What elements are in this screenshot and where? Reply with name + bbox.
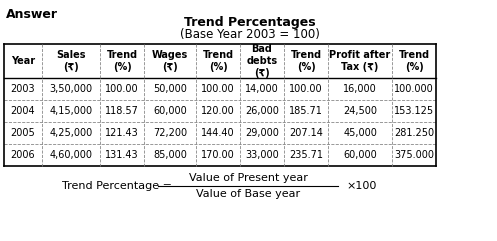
Text: Bad
debts
(₹): Bad debts (₹) — [247, 44, 277, 78]
Text: Trend
(%): Trend (%) — [290, 50, 322, 72]
Text: Wages
(₹): Wages (₹) — [152, 50, 188, 72]
Text: Trend Percentage =: Trend Percentage = — [62, 181, 175, 191]
Text: 4,25,000: 4,25,000 — [49, 128, 92, 138]
Text: 14,000: 14,000 — [245, 84, 279, 94]
Text: 33,000: 33,000 — [245, 150, 279, 160]
Text: 4,15,000: 4,15,000 — [49, 106, 92, 116]
Text: 24,500: 24,500 — [343, 106, 377, 116]
Text: 85,000: 85,000 — [153, 150, 187, 160]
Text: 235.71: 235.71 — [289, 150, 323, 160]
Text: 281.250: 281.250 — [394, 128, 434, 138]
Text: Answer: Answer — [6, 8, 58, 21]
Text: 3,50,000: 3,50,000 — [49, 84, 92, 94]
Text: Trend
(%): Trend (%) — [106, 50, 138, 72]
Text: 120.00: 120.00 — [201, 106, 235, 116]
Text: 72,200: 72,200 — [153, 128, 187, 138]
Text: 60,000: 60,000 — [343, 150, 377, 160]
Text: 100.00: 100.00 — [201, 84, 235, 94]
Text: 144.40: 144.40 — [201, 128, 235, 138]
Text: 100.000: 100.000 — [394, 84, 434, 94]
Text: Trend
(%): Trend (%) — [202, 50, 234, 72]
Text: 118.57: 118.57 — [105, 106, 139, 116]
Text: 185.71: 185.71 — [289, 106, 323, 116]
Text: 153.125: 153.125 — [394, 106, 434, 116]
Text: 2005: 2005 — [10, 128, 35, 138]
Text: 26,000: 26,000 — [245, 106, 279, 116]
Text: 2004: 2004 — [11, 106, 35, 116]
Text: 50,000: 50,000 — [153, 84, 187, 94]
Text: 60,000: 60,000 — [153, 106, 187, 116]
Text: 100.00: 100.00 — [105, 84, 139, 94]
Text: Trend
(%): Trend (%) — [399, 50, 429, 72]
Text: Profit after
Tax (₹): Profit after Tax (₹) — [330, 50, 391, 72]
Text: 2003: 2003 — [11, 84, 35, 94]
Text: Value of Present year: Value of Present year — [188, 173, 308, 183]
Text: (Base Year 2003 = 100): (Base Year 2003 = 100) — [180, 28, 320, 41]
Text: 100.00: 100.00 — [289, 84, 323, 94]
Text: Value of Base year: Value of Base year — [196, 189, 300, 199]
Text: Year: Year — [11, 56, 35, 66]
Text: Trend Percentages: Trend Percentages — [184, 16, 316, 29]
Text: ×100: ×100 — [346, 181, 376, 191]
Text: 4,60,000: 4,60,000 — [50, 150, 92, 160]
Text: 2006: 2006 — [11, 150, 35, 160]
Text: 16,000: 16,000 — [343, 84, 377, 94]
Text: 131.43: 131.43 — [105, 150, 139, 160]
Text: 207.14: 207.14 — [289, 128, 323, 138]
Text: 121.43: 121.43 — [105, 128, 139, 138]
Text: 170.00: 170.00 — [201, 150, 235, 160]
Text: 375.000: 375.000 — [394, 150, 434, 160]
Text: Sales
(₹): Sales (₹) — [56, 50, 86, 72]
Text: 29,000: 29,000 — [245, 128, 279, 138]
Text: 45,000: 45,000 — [343, 128, 377, 138]
